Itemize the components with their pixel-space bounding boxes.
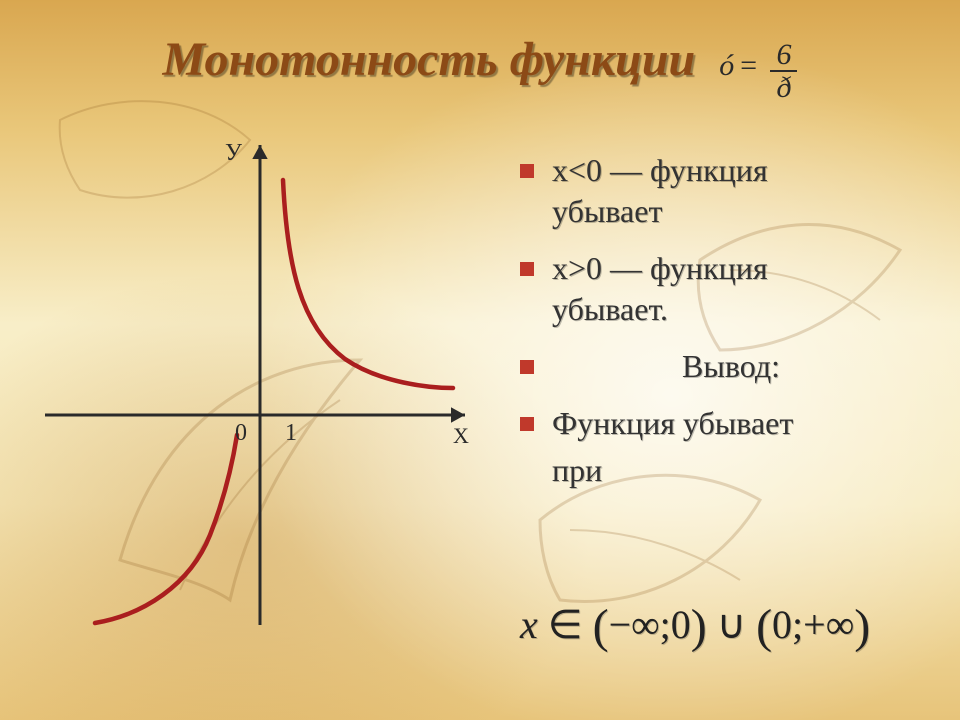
interval-formula: x ∈ (−∞;0) ∪ (0;+∞) — [520, 595, 870, 650]
svg-text:Х: Х — [453, 423, 469, 448]
bullet-line: x>0 — функция — [552, 250, 768, 286]
paren-close: ) — [854, 600, 870, 653]
bullet-text: Вывод: — [552, 346, 940, 387]
title-row: Монотонность функции ó = 6 ð — [0, 32, 960, 104]
zero: 0 — [671, 602, 691, 647]
bullet-square-icon — [520, 164, 534, 178]
neg-infinity: −∞ — [609, 602, 660, 647]
separator: ; — [792, 602, 803, 647]
title-formula: ó = 6 ð — [719, 39, 797, 104]
paren-close: ) — [691, 600, 707, 653]
formula-fraction: 6 ð — [770, 39, 797, 104]
union-icon: ∪ — [717, 602, 746, 647]
separator: ; — [660, 602, 671, 647]
bullet-square-icon — [520, 360, 534, 374]
paren-open: ( — [593, 600, 609, 653]
paren-open: ( — [756, 600, 772, 653]
bullet-continuation: при — [552, 450, 940, 491]
zero: 0 — [772, 602, 792, 647]
slide-title: Монотонность функции — [163, 32, 696, 87]
bullet-item: Функция убывает — [520, 403, 940, 444]
svg-text:1: 1 — [285, 420, 297, 446]
bullet-line: убывает. — [552, 291, 668, 327]
bullet-text: Функция убывает — [552, 403, 940, 444]
bullet-item: Вывод: — [520, 346, 940, 387]
interval-var: x — [520, 602, 538, 647]
bullet-item: x<0 — функция убывает — [520, 150, 940, 232]
bullet-square-icon — [520, 262, 534, 276]
element-of-icon: ∈ — [548, 602, 583, 647]
formula-lhs: ó — [719, 49, 734, 82]
bullet-line: убывает — [552, 193, 662, 229]
function-chart: У Х 0 1 — [35, 125, 480, 645]
bullet-text: x<0 — функция убывает — [552, 150, 940, 232]
slide: Монотонность функции ó = 6 ð У Х 0 1 x<0 — … — [0, 0, 960, 720]
formula-denominator: ð — [770, 72, 797, 104]
formula-numerator: 6 — [770, 39, 797, 73]
svg-text:У: У — [225, 140, 242, 166]
svg-text:0: 0 — [235, 420, 247, 446]
bullet-item: x>0 — функция убывает. — [520, 248, 940, 330]
bullet-list: x<0 — функция убывает x>0 — функция убыв… — [520, 150, 940, 507]
bullet-line: x<0 — функция — [552, 152, 768, 188]
formula-eq: = — [738, 49, 758, 82]
bullet-square-icon — [520, 417, 534, 431]
bullet-text: x>0 — функция убывает. — [552, 248, 940, 330]
pos-infinity: +∞ — [803, 602, 854, 647]
